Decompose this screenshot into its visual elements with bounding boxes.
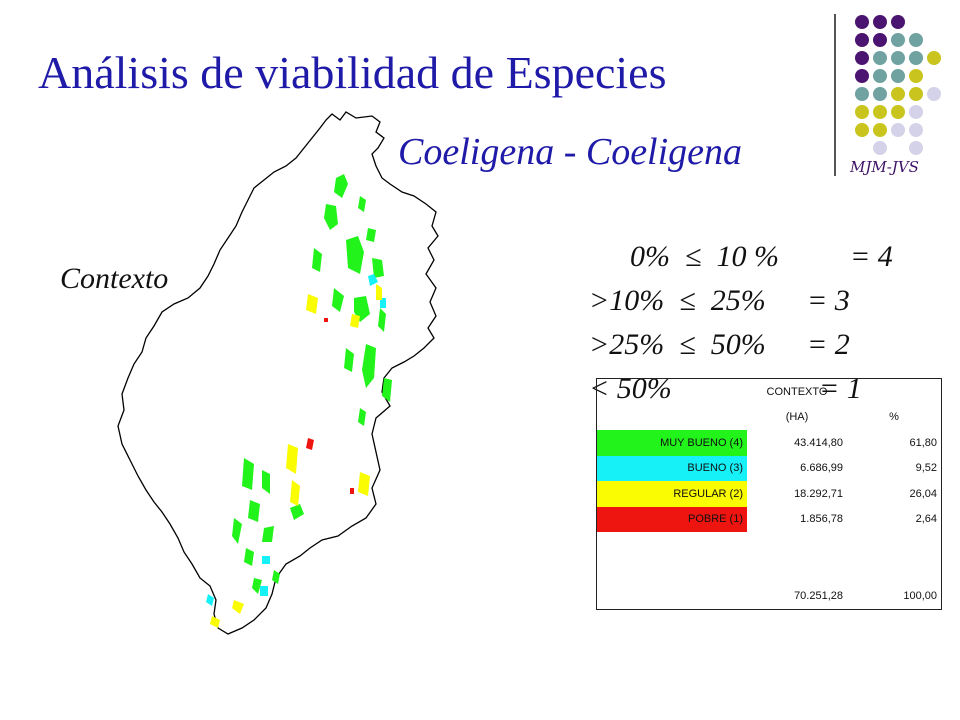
row-ha: 6.686,99 (800, 462, 843, 475)
habitat-patches (206, 174, 392, 628)
row-ha: 1.856,78 (800, 513, 843, 526)
logo-divider (834, 14, 836, 176)
row-ha: 18.292,71 (794, 487, 843, 500)
col-header-ha: (HA) (785, 411, 809, 424)
table-blank (597, 405, 748, 431)
dot-grid-logo (855, 15, 941, 155)
rule-row-3: >10% ≤ 25% = 3 (574, 250, 874, 318)
rule-value: = 2 (807, 328, 850, 361)
rule-range: >10% ≤ 25% (589, 284, 766, 317)
context-table: CONTEXTO (HA) % MUY BUENO (4) 43.414,80 … (596, 378, 942, 610)
table-spacer-row (597, 558, 942, 584)
row-pct: 9,52 (915, 462, 937, 475)
row-ha: 43.414,80 (794, 436, 843, 449)
row-label: BUENO (3) (596, 455, 747, 482)
region-map (117, 111, 439, 635)
col-header-pct: % (889, 411, 899, 424)
table-row: POBRE (1) 1.856,78 2,64 (596, 506, 942, 533)
rule-row-4: 0% ≤ 10 % = 4 (600, 206, 900, 274)
logo-dots (855, 15, 941, 155)
row-label: MUY BUENO (4) (596, 430, 747, 456)
rule-value: = 1 (819, 372, 862, 405)
table-row: MUY BUENO (4) 43.414,80 61,80 (596, 430, 942, 456)
table-blank (597, 583, 748, 609)
table-title-row: CONTEXTO (597, 379, 942, 405)
total-ha: 70.251,28 (794, 590, 843, 603)
slide-title: Análisis de viabilidad de Especies (38, 47, 667, 98)
table-row: REGULAR (2) 18.292,71 26,04 (596, 481, 942, 507)
table-title: CONTEXTO (766, 385, 828, 398)
row-pct: 61,80 (909, 436, 937, 449)
rule-value: = 3 (807, 284, 850, 317)
table-header-row: (HA) % (597, 405, 942, 431)
table-spacer-row (597, 532, 942, 558)
table-total-row: 70.251,28 100,00 (597, 583, 942, 609)
rule-range: >25% ≤ 50% (589, 328, 766, 361)
logo-text: MJM-JVS (850, 158, 919, 176)
total-pct: 100,00 (903, 590, 937, 603)
rule-range: 0% ≤ 10 % (615, 240, 779, 273)
row-label: REGULAR (2) (596, 481, 747, 507)
rule-row-1: < 50% = 1 (574, 338, 874, 406)
row-label: POBRE (1) (596, 506, 747, 533)
rule-value: = 4 (850, 240, 893, 273)
table-row: BUENO (3) 6.686,99 9,52 (596, 455, 942, 482)
context-label: Contexto (60, 262, 169, 295)
region-outline (117, 111, 439, 635)
table-blank (847, 379, 942, 405)
rule-row-2: >25% ≤ 50% = 2 (574, 294, 874, 362)
row-pct: 26,04 (909, 487, 937, 500)
table-blank (597, 379, 748, 405)
rule-range: < 50% (589, 372, 672, 405)
row-pct: 2,64 (915, 513, 937, 526)
species-subtitle: Coeligena - Coeligena (398, 131, 743, 173)
